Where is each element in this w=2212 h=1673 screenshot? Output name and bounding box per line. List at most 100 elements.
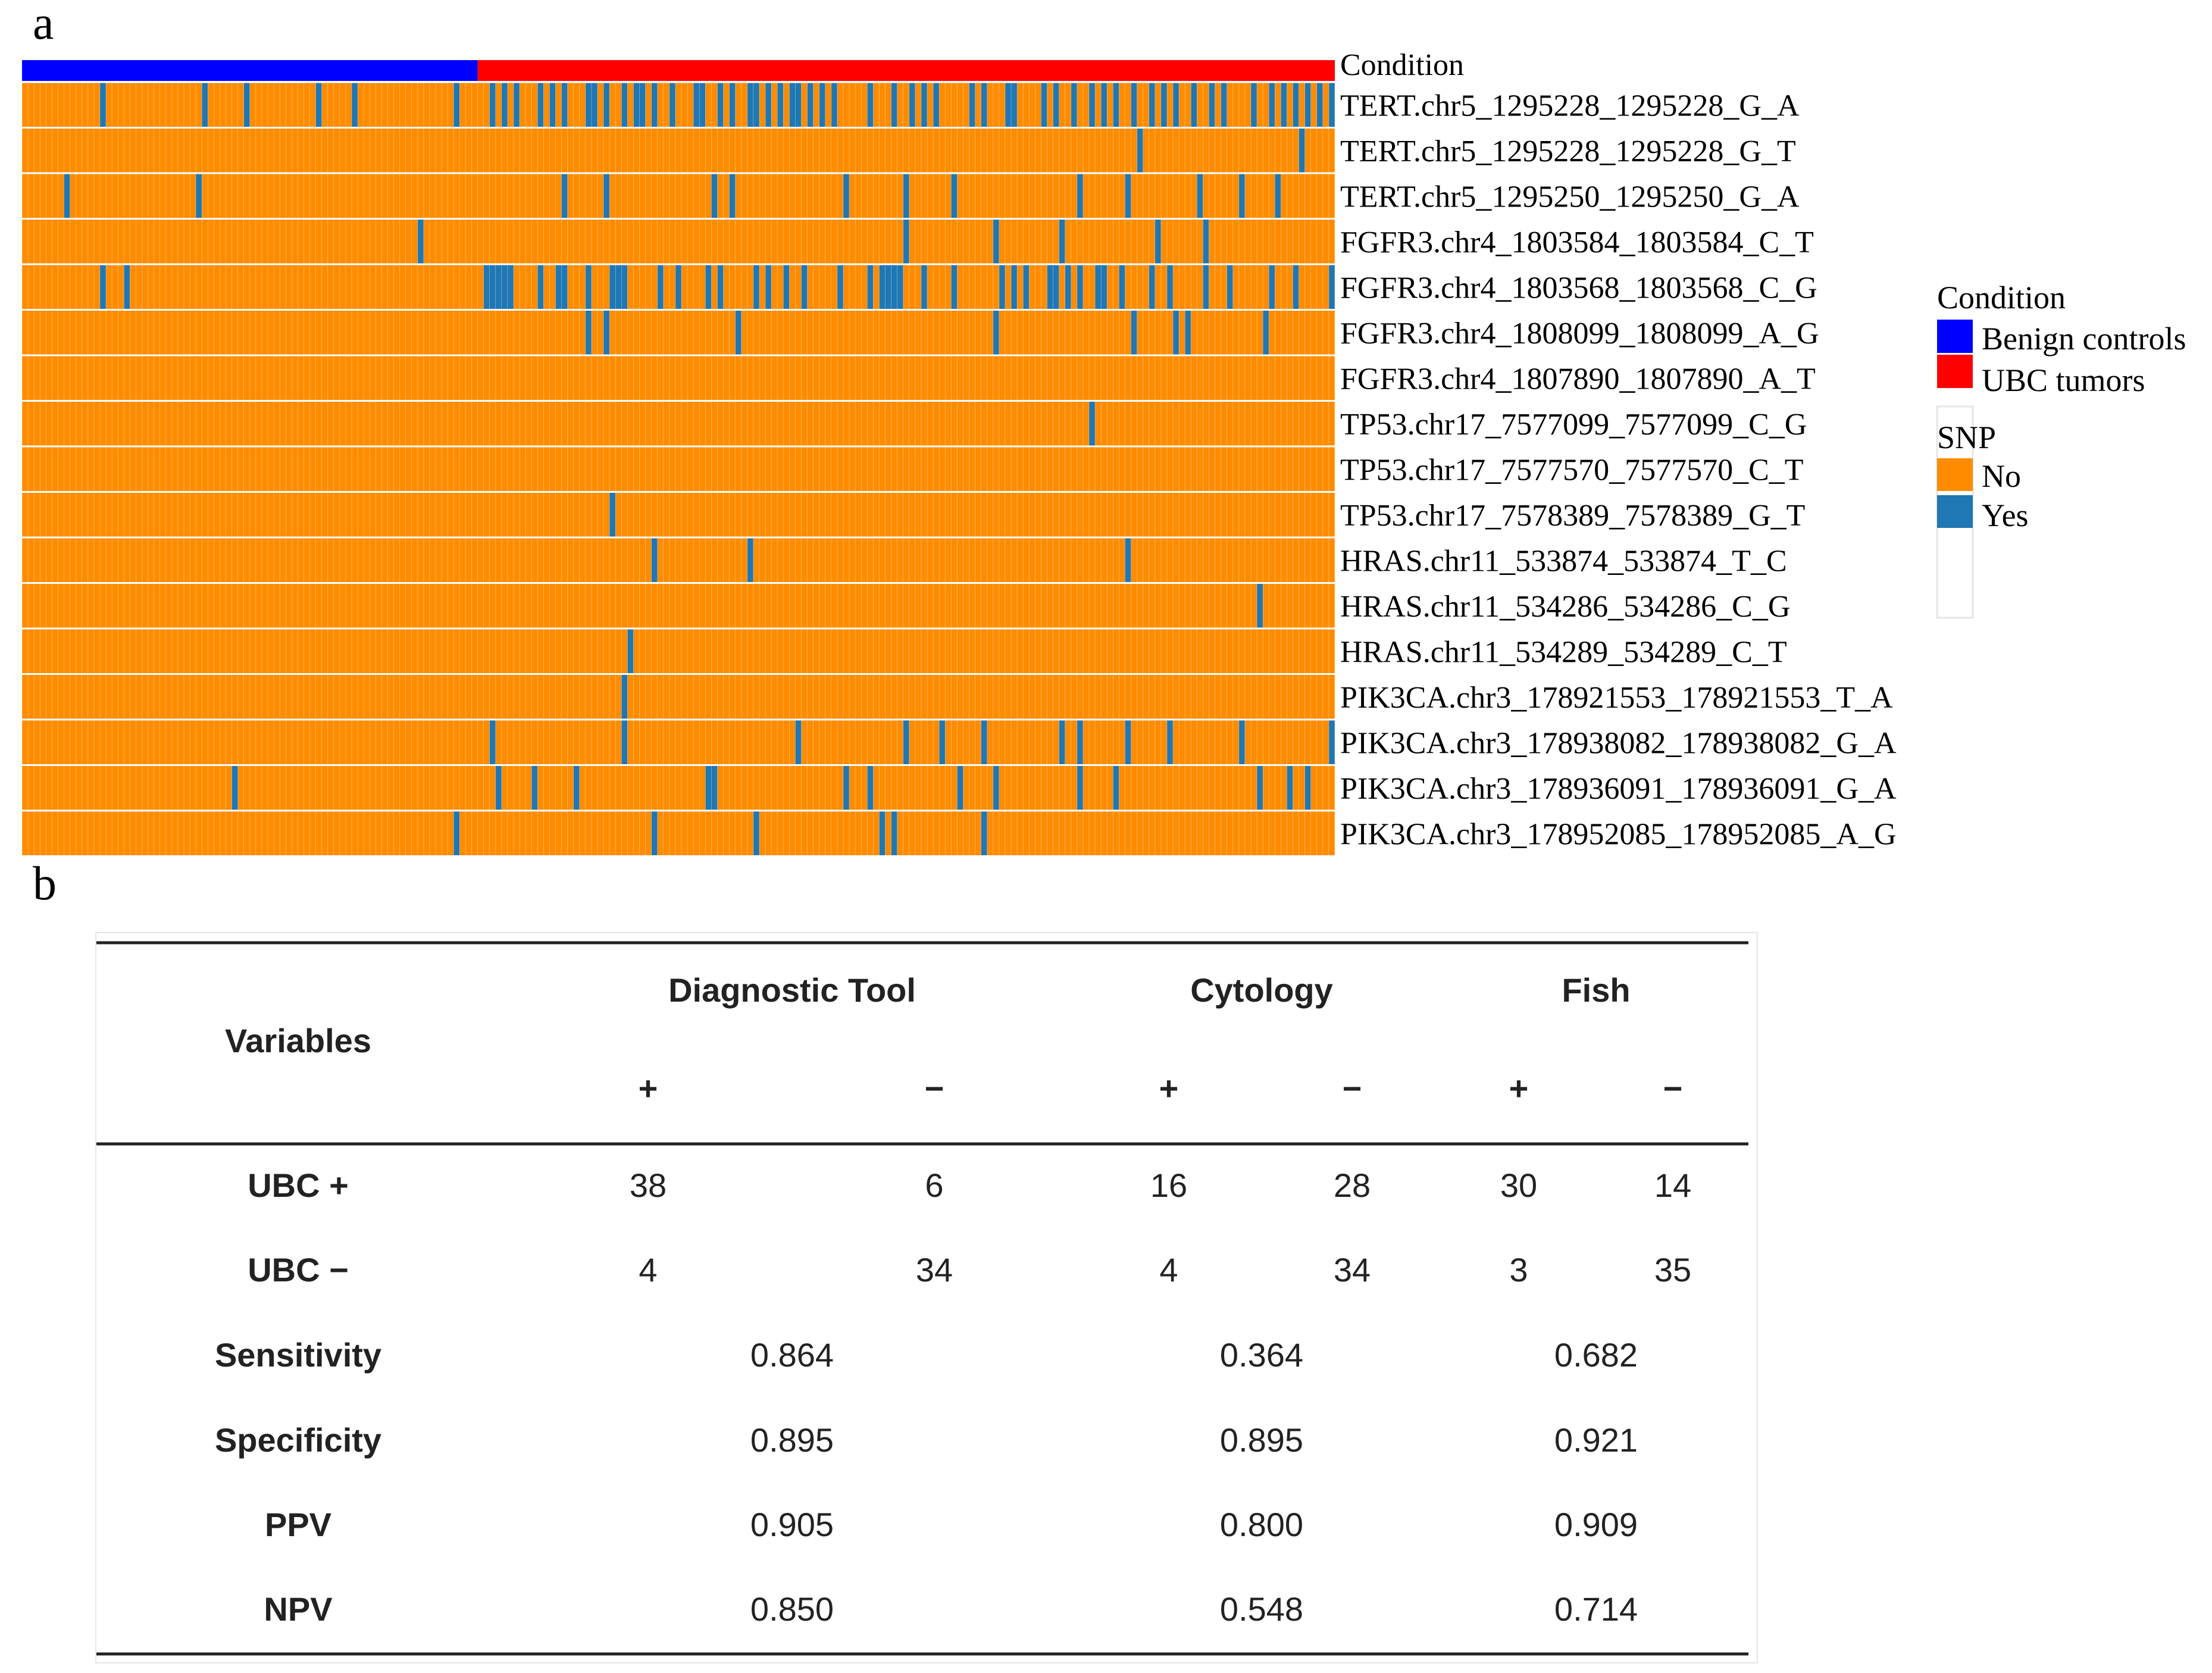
heatmap-cell-yes: [897, 264, 903, 310]
heatmap-cell-yes: [651, 811, 658, 856]
heatmap-cell-yes: [921, 82, 928, 128]
heatmap-cell-yes: [819, 82, 825, 128]
heatmap-cell-yes: [801, 264, 808, 310]
heatmap-cell-yes: [1077, 173, 1083, 219]
heatmap-cell-yes: [1125, 537, 1131, 583]
heatmap-cell-yes: [1077, 264, 1083, 310]
snp-heatmap: Condition TERT.chr5_1295228_1295228_G_A TE…: [21, 48, 2186, 857]
heatmap-cell-yes: [1011, 264, 1018, 310]
heatmap-cell-yes: [1166, 264, 1174, 310]
table-metric-cell: 0.905: [750, 1506, 834, 1543]
table-header-sign: +: [639, 1070, 658, 1107]
heatmap-cell-yes: [843, 765, 850, 811]
heatmap-cell-yes: [867, 264, 874, 310]
heatmap-cell-yes: [585, 264, 592, 310]
table-header-sign: +: [1509, 1070, 1529, 1107]
heatmap-cell-yes: [753, 82, 759, 128]
heatmap-cell-yes: [603, 82, 610, 128]
heatmap-cell-yes: [585, 82, 592, 128]
table-count-cell: 14: [1654, 1167, 1691, 1204]
table-count-cell: 16: [1150, 1167, 1187, 1204]
legend-swatch-tumor: [1937, 355, 1973, 388]
heatmap-cell-yes: [735, 309, 741, 355]
condition-legend-title: Condition: [1937, 280, 2066, 315]
heatmap-cell-yes: [1281, 82, 1287, 128]
heatmap-cell-yes: [1238, 173, 1245, 219]
legend-swatch-yes: [1937, 495, 1973, 528]
heatmap-cell-yes: [196, 173, 202, 219]
heatmap-cell-yes: [693, 82, 700, 128]
heatmap-cell-yes: [1077, 765, 1083, 811]
heatmap-cell-yes: [627, 628, 634, 674]
heatmap-cell-yes: [1155, 218, 1161, 264]
condition-bar-benign: [22, 60, 478, 81]
heatmap-cell-yes: [621, 82, 628, 128]
heatmap-cell-yes: [1173, 82, 1179, 128]
heatmap-cell-yes: [669, 82, 675, 128]
heatmap-cell-yes: [909, 82, 915, 128]
heatmap-row-background: [22, 811, 1335, 856]
table-metric-cell: 0.800: [1220, 1506, 1303, 1543]
table-metric-cell: 0.909: [1554, 1506, 1638, 1543]
heatmap-cell-yes: [549, 82, 556, 128]
heatmap-cell-yes: [591, 82, 598, 128]
heatmap-row-background: [22, 720, 1335, 765]
heatmap-cell-yes: [609, 492, 616, 537]
heatmap-cell-yes: [795, 82, 802, 128]
heatmap-cell-yes: [747, 537, 753, 583]
heatmap-cell-yes: [483, 264, 490, 310]
heatmap-cell-yes: [1304, 82, 1311, 128]
heatmap-cell-yes: [417, 218, 424, 264]
heatmap-cell-yes: [651, 537, 658, 583]
heatmap-cell-yes: [1257, 765, 1263, 811]
heatmap-cell-yes: [1166, 720, 1174, 765]
heatmap-cell-yes: [64, 173, 70, 219]
heatmap-cell-yes: [1101, 264, 1107, 310]
heatmap-cell-yes: [1293, 264, 1299, 310]
heatmap-cell-yes: [603, 309, 610, 355]
table-count-cell: 4: [639, 1251, 657, 1289]
heatmap-cell-yes: [1005, 82, 1012, 128]
heatmap-cell-yes: [957, 765, 963, 811]
heatmap-cell-yes: [795, 720, 802, 765]
heatmap-cell-yes: [1304, 765, 1311, 811]
heatmap-cell-yes: [124, 264, 130, 310]
heatmap-cell-yes: [1059, 720, 1065, 765]
heatmap-gridlines: [21, 81, 1335, 857]
table-metric-cell: 0.682: [1554, 1336, 1638, 1374]
panel-b-label: b: [33, 858, 57, 910]
heatmap-cell-yes: [675, 264, 682, 310]
table-row-label: UBC −: [248, 1251, 349, 1289]
heatmap-cell-yes: [837, 264, 844, 310]
table-count-cell: 34: [1334, 1251, 1371, 1289]
heatmap-row-label: TERT.chr5_1295250_1295250_G_A: [1340, 180, 1800, 214]
heatmap-cell-yes: [561, 173, 568, 219]
legend-swatch-benign: [1937, 320, 1973, 353]
heatmap-cell-yes: [753, 264, 759, 310]
heatmap-row-label: TP53.chr17_7578389_7578389_G_T: [1340, 499, 1805, 533]
heatmap-cell-yes: [993, 765, 999, 811]
heatmap-row-label: FGFR3.chr4_1803584_1803584_C_T: [1340, 226, 1814, 259]
legend-label-no: No: [1982, 458, 2021, 494]
table-count-cell: 6: [925, 1167, 943, 1204]
heatmap-cell-yes: [657, 264, 664, 310]
heatmap-cell-yes: [513, 82, 520, 128]
table-metric-cell: 0.864: [750, 1336, 834, 1374]
table-metric-cell: 0.895: [750, 1421, 834, 1459]
heatmap-cell-yes: [243, 82, 250, 128]
heatmap-row-label: HRAS.chr11_534289_534289_C_T: [1340, 635, 1787, 669]
heatmap-cell-yes: [831, 82, 837, 128]
heatmap-cell-yes: [1275, 173, 1281, 219]
heatmap-cell-yes: [231, 765, 238, 811]
heatmap-cell-yes: [1316, 82, 1323, 128]
heatmap-cell-yes: [1065, 264, 1071, 310]
heatmap-cell-yes: [573, 765, 580, 811]
table-count-cell: 28: [1334, 1167, 1371, 1204]
table-metric-cell: 0.548: [1220, 1590, 1303, 1628]
heatmap-cell-yes: [843, 173, 850, 219]
heatmap-row-label: PIK3CA.chr3_178936091_178936091_G_A: [1340, 772, 1897, 806]
heatmap-row-background: [22, 309, 1335, 355]
heatmap-cell-yes: [1131, 309, 1137, 355]
heatmap-cell-yes: [501, 82, 508, 128]
heatmap-cell-yes: [1119, 264, 1125, 310]
